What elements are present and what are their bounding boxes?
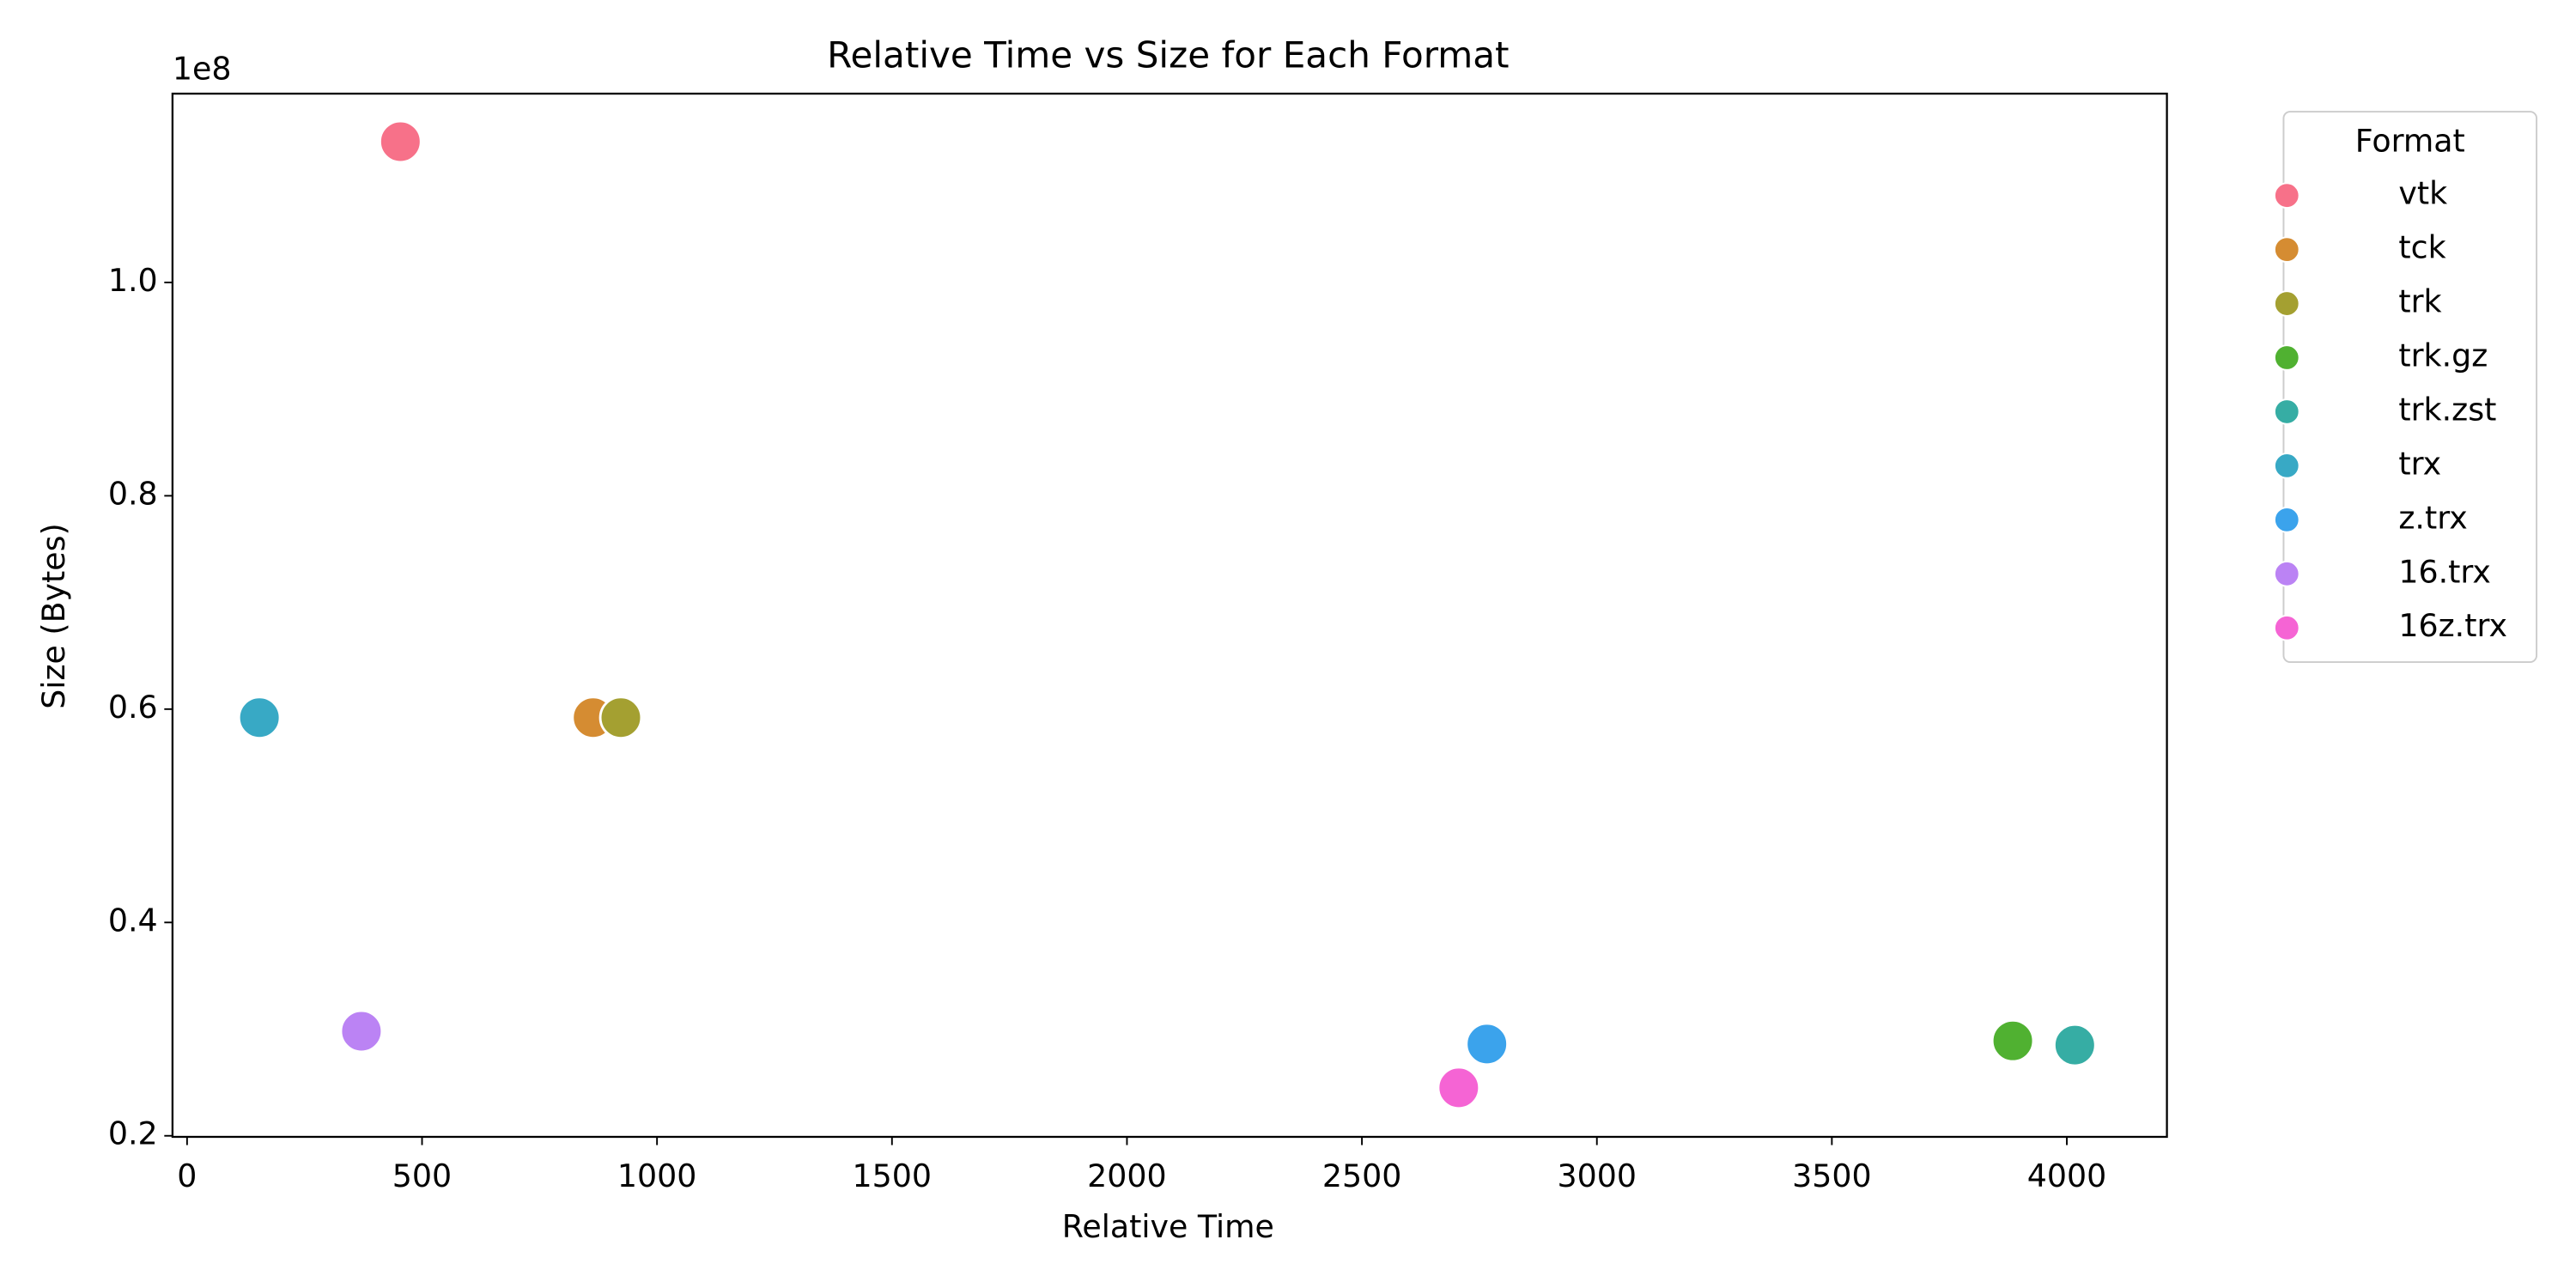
- x-tick-label: 1500: [853, 1157, 933, 1194]
- legend-label: vtk: [2398, 175, 2447, 212]
- legend-marker: [2273, 290, 2300, 317]
- legend-label: 16.trx: [2398, 553, 2491, 590]
- y-tick-label: 1.0: [108, 262, 158, 299]
- x-tick-label: 0: [177, 1157, 197, 1194]
- legend-label: z.trx: [2398, 499, 2467, 536]
- point: [378, 119, 422, 164]
- legend-title: Format: [2355, 122, 2465, 159]
- legend-marker: [2273, 507, 2300, 533]
- point: [1990, 1018, 2035, 1063]
- x-tick-label: 3000: [1557, 1157, 1637, 1194]
- y-tick-label: 0.4: [108, 902, 158, 939]
- y-tick-label: 0.6: [108, 689, 158, 726]
- x-tick-label: 2500: [1322, 1157, 1402, 1194]
- legend-box: [2282, 111, 2538, 664]
- x-tick-label: 4000: [2027, 1157, 2107, 1194]
- legend-marker: [2273, 344, 2300, 371]
- point: [2052, 1023, 2097, 1067]
- x-tick-label: 500: [392, 1157, 452, 1194]
- x-axis-label: Relative Time: [1062, 1208, 1274, 1245]
- legend-label: trk.zst: [2398, 391, 2496, 428]
- x-tick-label: 3500: [1792, 1157, 1872, 1194]
- legend-marker: [2273, 614, 2300, 641]
- legend-label: trk.gz: [2398, 337, 2488, 374]
- legend-marker: [2273, 182, 2300, 209]
- point: [1437, 1066, 1481, 1110]
- y-tick-label: 0.2: [108, 1115, 158, 1152]
- plot-frame: [171, 92, 2168, 1139]
- legend-label: trx: [2398, 445, 2441, 482]
- legend-marker: [2273, 453, 2300, 479]
- x-tick-label: 2000: [1087, 1157, 1167, 1194]
- point: [598, 696, 643, 740]
- legend-label: tck: [2398, 229, 2445, 266]
- legend-marker: [2273, 236, 2300, 263]
- legend-label: 16z.trx: [2398, 607, 2507, 644]
- point: [237, 696, 282, 740]
- legend-marker: [2273, 560, 2300, 587]
- legend-marker: [2273, 398, 2300, 425]
- y-tick-label: 0.8: [108, 475, 158, 512]
- point: [1465, 1022, 1510, 1066]
- chart-title: Relative Time vs Size for Each Format: [827, 33, 1509, 76]
- legend-label: trk: [2398, 283, 2441, 320]
- y-offset-label: 1e8: [173, 50, 232, 87]
- x-tick-label: 1000: [617, 1157, 697, 1194]
- y-axis-label: Size (Bytes): [35, 523, 72, 709]
- point: [339, 1009, 384, 1054]
